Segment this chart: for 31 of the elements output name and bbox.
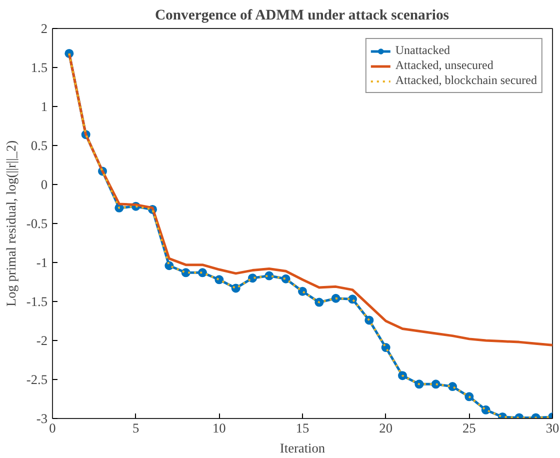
x-tick-label: 15	[296, 420, 310, 436]
x-tick-label: 10	[212, 420, 226, 436]
x-tick-label: 20	[379, 420, 393, 436]
y-tick-label: -3	[36, 411, 48, 426]
y-tick-label: 0	[40, 177, 48, 192]
legend-label: Attacked, blockchain secured	[395, 73, 537, 88]
point	[464, 392, 474, 402]
y-tick-label: -1	[36, 255, 48, 270]
y-tick-label: -2	[36, 333, 48, 348]
y-tick-label: -1.5	[26, 294, 48, 309]
point	[431, 380, 440, 389]
point	[398, 371, 407, 380]
y-tick-label: 1	[40, 99, 48, 114]
x-tick-label: 30	[546, 420, 560, 436]
x-axis-title: Iteration	[280, 440, 326, 456]
point	[198, 268, 207, 278]
point	[364, 316, 374, 325]
y-tick-label: 2	[40, 21, 48, 36]
y-tick-label: -0.5	[26, 216, 48, 231]
point	[331, 294, 340, 303]
x-tick-label: 25	[462, 420, 476, 436]
x-tick-label: 5	[132, 420, 140, 436]
y-tick-label: 1.5	[30, 60, 48, 75]
y-axis-title: Log primal residual, log(||r||_2)	[3, 140, 18, 307]
point	[314, 298, 324, 307]
point	[414, 380, 424, 389]
legend-label: Unattacked	[395, 43, 450, 58]
chart-title: Convergence of ADMM under attack scenarios	[154, 8, 450, 24]
y-tick-label: 0.5	[30, 138, 48, 153]
legend-label: Attacked, unsecured	[395, 58, 494, 73]
y-tick-label: -2.5	[26, 372, 48, 387]
